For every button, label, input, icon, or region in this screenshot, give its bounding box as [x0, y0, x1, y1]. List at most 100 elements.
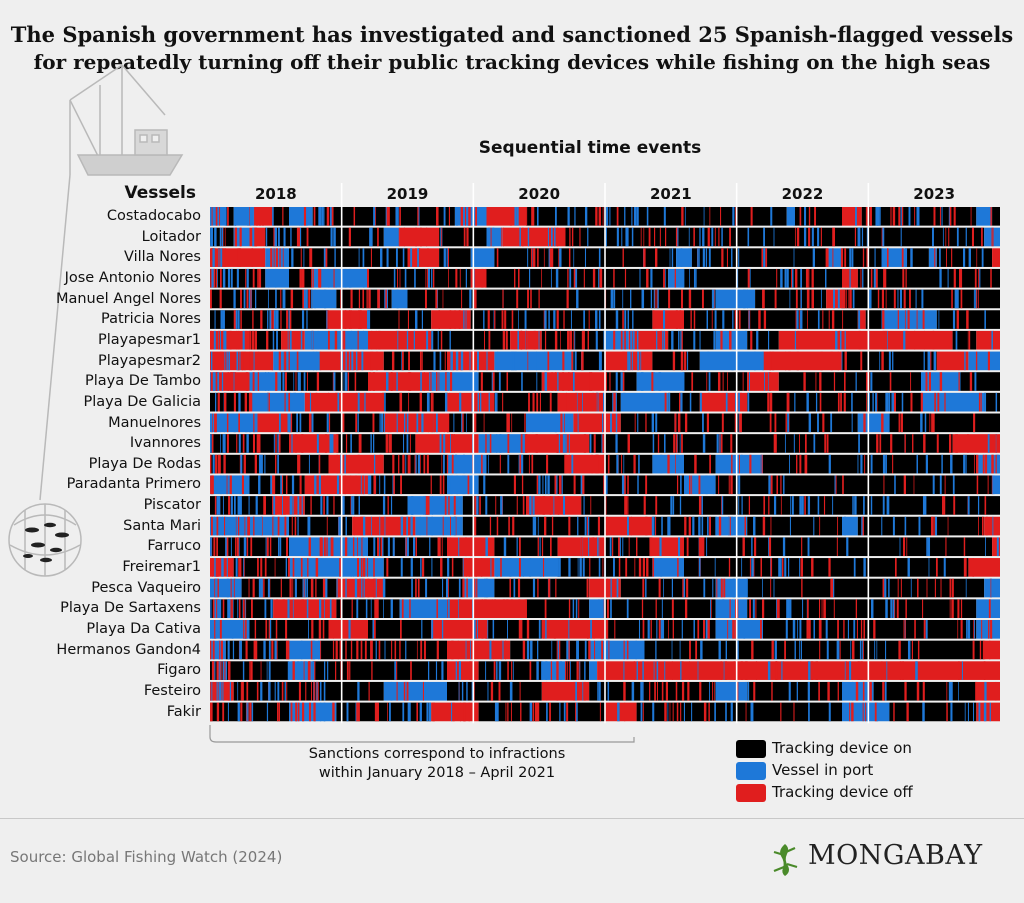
event-stripe	[222, 496, 224, 515]
event-stripe	[218, 640, 221, 660]
status-segment	[857, 516, 985, 536]
event-stripe	[934, 516, 938, 536]
event-stripe	[740, 392, 742, 412]
event-stripe	[254, 620, 257, 639]
event-stripe	[367, 268, 369, 288]
event-stripe	[516, 207, 519, 226]
event-stripe	[726, 248, 728, 267]
event-stripe	[413, 330, 415, 350]
event-stripe	[576, 640, 578, 660]
event-stripe	[877, 289, 880, 309]
event-stripe	[210, 248, 213, 267]
event-stripe	[282, 207, 284, 226]
event-stripe	[684, 516, 687, 536]
event-stripe	[240, 310, 242, 329]
event-stripe	[621, 475, 625, 495]
event-stripe	[370, 248, 372, 267]
event-stripe	[285, 640, 288, 660]
event-stripe	[364, 392, 366, 412]
event-stripe	[234, 578, 236, 598]
event-stripe	[900, 207, 902, 226]
event-stripe	[793, 434, 795, 453]
event-stripe	[703, 702, 707, 722]
event-stripe	[647, 620, 650, 639]
status-segment	[715, 475, 993, 495]
status-segment	[636, 702, 842, 722]
event-stripe	[409, 413, 411, 433]
event-stripe	[226, 475, 228, 495]
event-stripe	[287, 558, 290, 577]
event-stripe	[294, 578, 296, 598]
event-stripe	[254, 640, 258, 660]
event-stripe	[923, 330, 925, 350]
event-stripe	[240, 640, 242, 660]
event-stripe	[292, 558, 295, 577]
event-stripe	[518, 537, 521, 557]
event-stripe	[550, 661, 553, 680]
status-segment	[857, 310, 866, 329]
event-stripe	[242, 434, 245, 453]
event-stripe	[551, 227, 553, 247]
event-stripe	[260, 454, 263, 474]
event-stripe	[697, 661, 699, 680]
event-stripe	[554, 475, 557, 495]
event-stripe	[289, 578, 292, 598]
status-segment	[747, 330, 779, 350]
event-stripe	[855, 681, 859, 701]
event-stripe	[568, 640, 570, 660]
event-stripe	[340, 537, 342, 557]
event-stripe	[277, 454, 279, 474]
event-stripe	[789, 599, 792, 618]
status-segment	[210, 289, 313, 309]
event-stripe	[770, 475, 773, 495]
status-segment	[652, 310, 684, 329]
event-stripe	[807, 289, 810, 309]
event-stripe	[922, 599, 924, 618]
status-segment	[976, 702, 1000, 722]
event-stripe	[270, 475, 273, 495]
event-stripe	[797, 620, 799, 639]
event-stripe	[227, 434, 229, 453]
event-stripe	[593, 434, 596, 453]
event-stripe	[783, 661, 785, 680]
event-stripe	[716, 578, 718, 598]
event-stripe	[789, 289, 791, 309]
event-stripe	[721, 248, 724, 267]
event-stripe	[430, 475, 432, 495]
event-stripe	[238, 392, 241, 412]
event-stripe	[728, 475, 730, 495]
status-segment	[842, 289, 1000, 309]
event-stripe	[244, 392, 248, 412]
event-stripe	[542, 620, 545, 639]
event-stripe	[967, 434, 969, 453]
event-stripe	[694, 454, 697, 474]
event-stripe	[537, 640, 539, 660]
event-stripe	[474, 496, 477, 515]
event-stripe	[218, 454, 221, 474]
event-stripe	[728, 516, 730, 536]
event-stripe	[336, 454, 339, 474]
event-stripe	[238, 537, 240, 557]
event-stripe	[258, 475, 261, 495]
event-stripe	[311, 330, 314, 350]
event-stripe	[233, 578, 235, 598]
event-stripe	[431, 516, 433, 536]
event-stripe	[567, 661, 569, 680]
event-stripe	[210, 413, 213, 433]
event-stripe	[463, 454, 465, 474]
event-stripe	[485, 578, 487, 598]
event-stripe	[799, 310, 801, 329]
event-stripe	[563, 702, 566, 722]
event-stripe	[379, 289, 380, 309]
event-stripe	[995, 681, 997, 701]
event-stripe	[402, 351, 404, 371]
event-stripe	[343, 330, 346, 350]
event-stripe	[321, 207, 324, 226]
event-stripe	[210, 537, 212, 557]
status-segment	[407, 248, 440, 267]
event-stripe	[928, 558, 930, 577]
event-stripe	[883, 475, 885, 495]
event-stripe	[496, 248, 499, 267]
event-stripe	[975, 289, 977, 309]
event-stripe	[405, 681, 408, 701]
